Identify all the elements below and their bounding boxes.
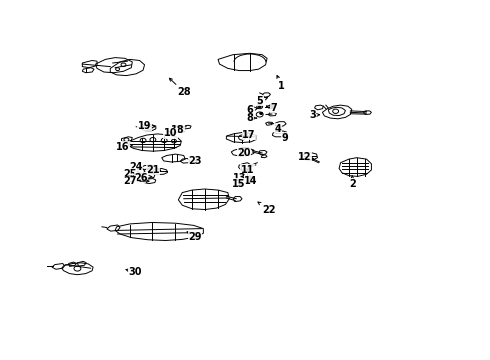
Text: 27: 27 xyxy=(123,176,149,186)
Text: 28: 28 xyxy=(170,78,191,97)
Text: 22: 22 xyxy=(258,202,275,215)
Circle shape xyxy=(270,105,273,108)
Text: 1: 1 xyxy=(277,76,285,91)
Text: 25: 25 xyxy=(123,168,141,179)
Text: 7: 7 xyxy=(267,103,277,113)
Text: 11: 11 xyxy=(241,165,254,175)
Text: 24: 24 xyxy=(129,162,152,172)
Text: 23: 23 xyxy=(188,156,202,166)
Circle shape xyxy=(260,112,263,114)
Text: 2: 2 xyxy=(349,175,356,189)
Text: 21: 21 xyxy=(146,165,161,175)
Text: 14: 14 xyxy=(244,176,258,186)
Text: 17: 17 xyxy=(242,130,256,140)
Text: 20: 20 xyxy=(237,148,251,158)
Text: 26: 26 xyxy=(134,173,152,183)
Text: 30: 30 xyxy=(126,267,142,277)
Circle shape xyxy=(258,105,261,108)
Text: 8: 8 xyxy=(246,113,257,123)
Text: 19: 19 xyxy=(138,121,155,131)
Text: 4: 4 xyxy=(275,124,282,134)
Text: 12: 12 xyxy=(298,152,314,162)
Text: 9: 9 xyxy=(282,132,289,143)
Text: 13: 13 xyxy=(233,173,247,183)
Text: 6: 6 xyxy=(246,105,258,115)
Text: 29: 29 xyxy=(187,232,202,242)
Text: 18: 18 xyxy=(171,125,185,135)
Text: 15: 15 xyxy=(232,179,246,189)
Text: 16: 16 xyxy=(116,142,133,152)
Text: 3: 3 xyxy=(309,110,319,120)
Text: 5: 5 xyxy=(256,96,268,106)
Text: 10: 10 xyxy=(164,128,177,138)
